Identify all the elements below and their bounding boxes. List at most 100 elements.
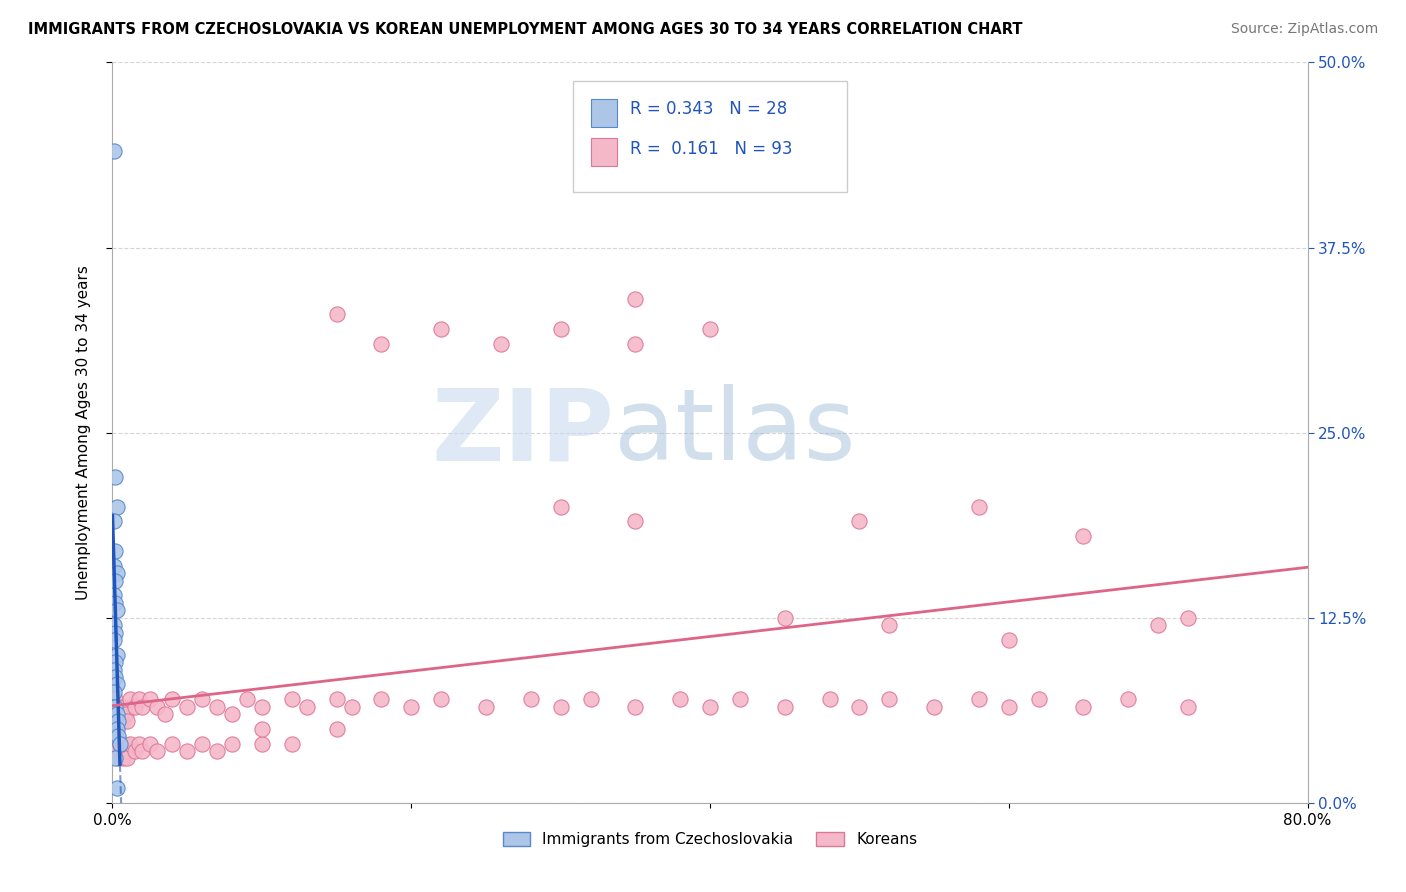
Point [103, 632, 125, 647]
Point [103, 699, 125, 714]
Point [107, 729, 129, 743]
Y-axis label: Unemployment Among Ages 30 to 34 years: Unemployment Among Ages 30 to 34 years [76, 265, 91, 600]
Point [475, 699, 498, 714]
Point [1147, 618, 1170, 632]
Point [103, 515, 125, 529]
Point [104, 574, 127, 588]
Point [818, 692, 841, 706]
Point [107, 751, 129, 765]
Point [110, 706, 132, 721]
Point [128, 692, 150, 706]
Point [111, 751, 134, 765]
Point [117, 751, 139, 765]
Bar [591, 138, 617, 166]
Point [370, 336, 392, 351]
Point [105, 706, 128, 721]
Point [104, 544, 127, 558]
Point [105, 706, 128, 721]
Text: R =  0.161   N = 93: R = 0.161 N = 93 [630, 140, 793, 158]
Point [699, 322, 721, 336]
Point [236, 692, 259, 706]
Point [108, 737, 131, 751]
Point [110, 744, 132, 758]
Point [221, 737, 243, 751]
Point [104, 670, 127, 684]
Point [325, 307, 347, 321]
Point [131, 744, 153, 758]
Point [107, 714, 129, 729]
Point [773, 699, 796, 714]
Point [325, 722, 347, 736]
Point [146, 744, 169, 758]
Point [250, 722, 273, 736]
Point [430, 692, 453, 706]
Point [107, 714, 129, 729]
Point [967, 500, 990, 514]
Point [1118, 692, 1140, 706]
Point [967, 692, 990, 706]
Point [205, 699, 228, 714]
Point [191, 692, 214, 706]
Point [250, 737, 273, 751]
Point [104, 596, 127, 610]
Point [105, 603, 128, 617]
Text: IMMIGRANTS FROM CZECHOSLOVAKIA VS KOREAN UNEMPLOYMENT AMONG AGES 30 TO 34 YEARS : IMMIGRANTS FROM CZECHOSLOVAKIA VS KOREAN… [28, 22, 1022, 37]
Point [550, 500, 572, 514]
Point [624, 336, 647, 351]
Point [221, 706, 243, 721]
Text: atlas: atlas [614, 384, 856, 481]
Point [105, 722, 128, 736]
FancyBboxPatch shape [572, 81, 848, 192]
Point [1177, 610, 1199, 624]
Point [124, 699, 146, 714]
Point [162, 692, 183, 706]
Point [162, 737, 183, 751]
Point [848, 699, 870, 714]
Point [105, 500, 128, 514]
Point [146, 699, 169, 714]
Point [728, 692, 751, 706]
Point [669, 692, 692, 706]
Point [430, 322, 453, 336]
Point [108, 699, 131, 714]
Point [115, 706, 138, 721]
Point [624, 293, 647, 307]
Text: ZIP: ZIP [432, 384, 614, 481]
Point [550, 699, 572, 714]
Point [104, 751, 127, 765]
Point [401, 699, 423, 714]
Point [340, 699, 363, 714]
Point [281, 737, 304, 751]
Point [579, 692, 602, 706]
Point [103, 618, 125, 632]
Point [103, 663, 125, 677]
Point [624, 515, 647, 529]
Point [103, 145, 125, 159]
Point [489, 336, 512, 351]
Point [104, 729, 127, 743]
Point [114, 737, 135, 751]
Point [848, 515, 870, 529]
Point [205, 744, 228, 758]
Point [1028, 692, 1050, 706]
Point [124, 744, 146, 758]
Point [520, 692, 543, 706]
Point [103, 558, 125, 573]
Legend: Immigrants from Czechoslovakia, Koreans: Immigrants from Czechoslovakia, Koreans [503, 832, 917, 847]
Point [108, 737, 131, 751]
Point [773, 610, 796, 624]
Point [281, 692, 304, 706]
Point [624, 699, 647, 714]
Point [176, 744, 198, 758]
Point [325, 692, 347, 706]
Point [114, 699, 135, 714]
Point [191, 737, 214, 751]
Point [922, 699, 945, 714]
Point [128, 737, 150, 751]
Point [1177, 699, 1199, 714]
Point [105, 648, 128, 662]
Point [250, 699, 273, 714]
Point [111, 714, 134, 729]
Point [1073, 699, 1095, 714]
Point [699, 699, 721, 714]
